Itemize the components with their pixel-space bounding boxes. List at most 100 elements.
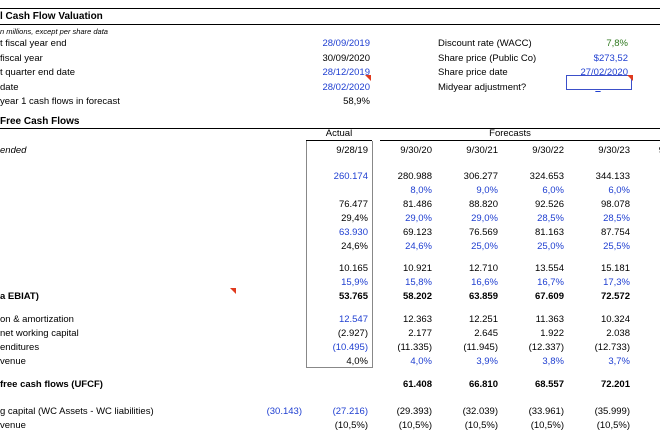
table-cell[interactable]: (10,5%) [334, 420, 368, 431]
table-cell[interactable]: (12.733) [594, 342, 630, 353]
table-cell[interactable]: 1.922 [540, 328, 564, 339]
table-cell[interactable]: 29,0% [405, 213, 432, 224]
table-cell[interactable]: (33.961) [528, 406, 564, 417]
column-date-header: 9/3 [602, 144, 660, 158]
table-cell[interactable]: 29,0% [471, 213, 498, 224]
table-cell[interactable]: 58.202 [402, 291, 432, 302]
table-cell[interactable]: (27.216) [332, 406, 368, 417]
table-cell[interactable]: (10,5%) [398, 420, 432, 431]
table-cell[interactable]: 306.277 [463, 171, 498, 182]
table-cell[interactable]: 1 [602, 198, 660, 212]
table-cell[interactable]: (10,5%) [464, 420, 498, 431]
title-underline [0, 24, 660, 25]
table-cell[interactable]: 72.201 [600, 379, 630, 390]
table-cell[interactable]: 69.123 [402, 227, 432, 238]
table-cell[interactable]: 15,9% [341, 277, 368, 288]
table-cell[interactable]: 3,7% [608, 356, 630, 367]
table-cell[interactable]: 76.477 [338, 199, 368, 210]
assumption-value[interactable]: 7,8% [606, 38, 628, 49]
comment-indicator-icon[interactable] [230, 288, 236, 294]
table-cell[interactable]: 63.859 [468, 291, 498, 302]
assumption-value[interactable]: 28/02/2020 [322, 81, 370, 93]
table-cell[interactable]: 2.038 [606, 328, 630, 339]
table-cell[interactable]: 66.810 [468, 379, 498, 390]
table-cell[interactable]: (2.927) [337, 328, 368, 339]
table-cell[interactable]: 12.363 [402, 314, 432, 325]
table-cell[interactable]: 28,5% [603, 213, 630, 224]
assumption-label: year 1 cash flows in forecast [0, 96, 120, 107]
table-cell[interactable]: 4,0% [346, 356, 368, 367]
table-cell[interactable]: 344.133 [595, 171, 630, 182]
table-cell[interactable]: 81.163 [534, 227, 564, 238]
table-cell[interactable]: 87.754 [600, 227, 630, 238]
table-cell[interactable]: 28,5% [537, 213, 564, 224]
assumption-value[interactable]: 30/09/2020 [322, 52, 370, 64]
table-cell[interactable]: 8,0% [410, 185, 432, 196]
table-cell[interactable]: 12.251 [468, 314, 498, 325]
column-date-header: 9/30/23 [598, 145, 630, 156]
table-cell[interactable]: (11.335) [397, 342, 432, 353]
table-cell[interactable]: 3,9% [476, 356, 498, 367]
table-cell[interactable]: 15.181 [600, 263, 630, 274]
table-cell[interactable]: 25,0% [537, 241, 564, 252]
assumption-value[interactable]: 58,9% [343, 96, 370, 107]
table-cell[interactable]: 61.408 [402, 379, 432, 390]
table-cell[interactable]: 25,0% [471, 241, 498, 252]
table-cell[interactable]: 324.653 [529, 171, 564, 182]
table-cell[interactable]: 3 [602, 170, 660, 184]
table-cell[interactable]: (10,5%) [596, 420, 630, 431]
table-cell[interactable]: 16,6% [471, 277, 498, 288]
table-cell[interactable]: 280.988 [397, 171, 432, 182]
table-cell[interactable]: 53.765 [338, 291, 368, 302]
assumption-label: Midyear adjustment? [438, 81, 527, 93]
table-cell[interactable]: 2.177 [408, 328, 432, 339]
comment-indicator-icon[interactable] [365, 75, 371, 81]
assumption-value[interactable]: 28/12/2019 [322, 67, 370, 78]
table-cell[interactable]: 6,0% [608, 185, 630, 196]
table-cell[interactable]: 81.486 [402, 199, 432, 210]
table-cell[interactable]: 92.526 [534, 199, 564, 210]
table-cell[interactable]: 67.609 [534, 291, 564, 302]
comment-indicator-icon[interactable] [627, 75, 633, 81]
table-cell[interactable]: 63.930 [338, 227, 368, 238]
table-cell[interactable]: 17,3% [603, 277, 630, 288]
table-cell[interactable]: 12.547 [338, 314, 368, 325]
table-cell[interactable]: 72.572 [600, 291, 630, 302]
table-cell[interactable]: (11.945) [463, 342, 498, 353]
midyear-input-box[interactable] [566, 75, 632, 90]
table-cell[interactable]: 98.078 [600, 199, 630, 210]
assumption-value[interactable]: 27/02/2020 [580, 67, 628, 78]
table-cell[interactable]: 68.557 [534, 379, 564, 390]
table-cell[interactable]: (10.495) [332, 342, 368, 353]
table-cell[interactable]: 24,6% [341, 241, 368, 252]
table-cell[interactable]: 11.363 [535, 314, 564, 325]
assumption-value[interactable]: $273,52 [593, 52, 628, 64]
table-cell[interactable]: (32.039) [462, 406, 498, 417]
table-cell[interactable]: 88.820 [468, 199, 498, 210]
table-cell[interactable]: (12.337) [528, 342, 564, 353]
table-cell[interactable]: 6,0% [542, 185, 564, 196]
column-date-header: 9/30/20 [400, 145, 432, 156]
table-cell[interactable]: (29.393) [396, 406, 432, 417]
table-cell[interactable]: 13.554 [534, 263, 564, 274]
table-cell[interactable]: 10.165 [338, 263, 368, 274]
table-cell[interactable]: 24,6% [405, 241, 432, 252]
table-cell[interactable]: 25,5% [603, 241, 630, 252]
table-cell[interactable]: 76.569 [468, 227, 498, 238]
table-cell[interactable]: 4,0% [410, 356, 432, 367]
table-cell[interactable]: (35.999) [594, 406, 630, 417]
table-cell[interactable]: 260.174 [333, 171, 368, 182]
table-cell[interactable]: (30.143) [266, 406, 302, 417]
table-cell[interactable]: (10,5%) [530, 420, 564, 431]
assumption-value[interactable]: 28/09/2019 [322, 38, 370, 49]
row-label: venue [0, 420, 26, 431]
table-cell[interactable]: 2.645 [474, 328, 498, 339]
table-cell[interactable]: 16,7% [537, 277, 564, 288]
table-cell[interactable]: 15,8% [405, 277, 432, 288]
table-cell[interactable]: 10.921 [402, 263, 432, 274]
table-cell[interactable]: 12.710 [468, 263, 498, 274]
table-cell[interactable]: 10.324 [600, 314, 630, 325]
table-cell[interactable]: 29,4% [341, 213, 368, 224]
table-cell[interactable]: 3,8% [542, 356, 564, 367]
table-cell[interactable]: 9,0% [476, 185, 498, 196]
